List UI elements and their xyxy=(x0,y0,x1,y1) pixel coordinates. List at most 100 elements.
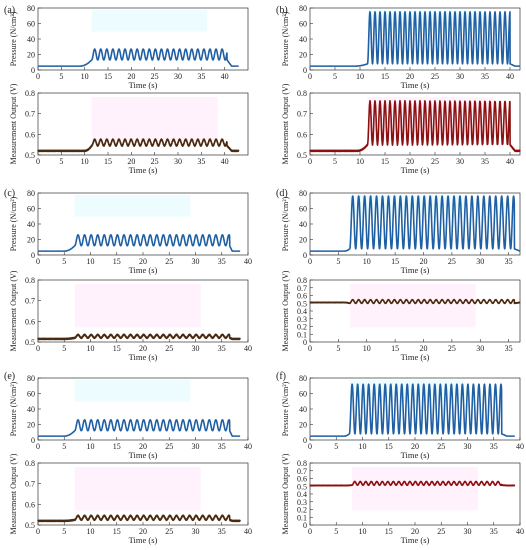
x-tick-label: 35 xyxy=(490,527,498,536)
x-tick-label: 25 xyxy=(151,157,159,166)
y-tick-label: 0.5 xyxy=(25,338,35,347)
x-tick-label: 0 xyxy=(36,442,40,451)
panel-label-d: (d) xyxy=(276,188,288,199)
x-tick-label: 15 xyxy=(391,257,399,266)
x-tick-label: 10 xyxy=(87,527,95,536)
chart-a-pressure: 0 5 10 15 20 25 30 35 40 0 20 40 60 80 Time (s) Pressur… xyxy=(9,4,249,90)
chart-e-pressure: 0 5 10 15 20 25 30 35 40 0 20 40 60 80 Time (s) Pressur… xyxy=(9,374,252,460)
x-tick-label: 35 xyxy=(197,157,205,166)
x-tick-label: 20 xyxy=(139,527,147,536)
x-tick-label: 20 xyxy=(411,442,419,451)
x-tick-label: 10 xyxy=(359,527,367,536)
y-tick-label: 0.2 xyxy=(297,323,307,332)
y-tick-label: 0 xyxy=(31,251,35,260)
ghost-band xyxy=(74,467,201,511)
x-tick-label: 25 xyxy=(165,527,173,536)
x-tick-label: 40 xyxy=(516,442,524,451)
x-tick-label: 10 xyxy=(356,72,364,81)
chart-a-measurement: 0 5 10 15 20 25 30 35 40 0.5 0.6 0.7 0.8 Time (s) Meas… xyxy=(9,83,249,175)
plot-area: 0 5 10 15 20 25 30 35 40 0 20 40 60 80 Time (s) Pressur… xyxy=(9,4,524,545)
series-line xyxy=(37,48,240,67)
y-tick-label: 0.4 xyxy=(297,307,307,316)
y-tick-label: 0.5 xyxy=(297,299,307,308)
y-tick-label: 60 xyxy=(299,205,307,214)
x-tick-label: 15 xyxy=(381,72,389,81)
y-tick-label: 60 xyxy=(27,205,35,214)
x-tick-label: 35 xyxy=(505,344,513,353)
y-tick-label: 0.1 xyxy=(297,330,307,339)
x-tick-label: 35 xyxy=(505,257,513,266)
x-tick-label: 40 xyxy=(244,527,252,536)
y-tick-label: 40 xyxy=(299,405,307,414)
y-tick-label: 40 xyxy=(27,35,35,44)
x-tick-label: 20 xyxy=(127,72,135,81)
x-tick-label: 40 xyxy=(506,72,514,81)
y-tick-label: 60 xyxy=(27,20,35,29)
y-tick-label: 0.8 xyxy=(25,276,35,285)
y-axis-label: Measurement Output (V) xyxy=(281,83,290,164)
x-tick-label: 25 xyxy=(151,72,159,81)
x-tick-label: 30 xyxy=(476,344,484,353)
x-tick-label: 30 xyxy=(476,257,484,266)
x-tick-label: 10 xyxy=(359,442,367,451)
x-tick-label: 0 xyxy=(36,72,40,81)
series-line xyxy=(309,298,521,305)
x-tick-label: 20 xyxy=(139,257,147,266)
x-tick-label: 5 xyxy=(336,257,340,266)
x-tick-label: 30 xyxy=(192,257,200,266)
ghost-band xyxy=(352,467,478,511)
x-tick-label: 5 xyxy=(62,257,66,266)
y-tick-label: 0.7 xyxy=(297,110,307,119)
y-tick-label: 0.6 xyxy=(297,292,307,301)
panel-label-f: (f) xyxy=(276,371,286,382)
y-axis-label: Measurement Output (V) xyxy=(281,453,290,534)
chart-c-pressure: 0 5 10 15 20 25 30 35 40 0 20 40 60 80 Time (s) Pressur… xyxy=(9,189,252,275)
y-tick-label: 0.6 xyxy=(297,475,307,484)
y-axis-label: Pressure (N/cm²) xyxy=(281,196,290,251)
x-axis-label: Time (s) xyxy=(401,352,430,362)
axes-frame xyxy=(309,92,521,156)
x-axis-label: Time (s) xyxy=(401,535,430,545)
y-tick-label: 0.1 xyxy=(297,513,307,522)
x-tick-label: 0 xyxy=(36,527,40,536)
x-tick-label: 0 xyxy=(308,527,312,536)
chart-b-measurement: 0 5 10 15 20 25 30 35 40 0.5 0.6 0.7 0.8 Time (s) Meas… xyxy=(281,83,521,175)
y-tick-label: 0.7 xyxy=(297,284,307,293)
series-line xyxy=(309,480,516,487)
x-tick-label: 5 xyxy=(334,442,338,451)
x-tick-label: 20 xyxy=(406,72,414,81)
x-axis-label: Time (s) xyxy=(129,352,158,362)
x-axis-label: Time (s) xyxy=(129,535,158,545)
x-tick-label: 30 xyxy=(192,344,200,353)
x-tick-label: 15 xyxy=(104,72,112,81)
x-tick-label: 15 xyxy=(113,527,121,536)
y-tick-label: 60 xyxy=(299,390,307,399)
x-tick-label: 40 xyxy=(244,344,252,353)
chart-d-pressure: 0 5 10 15 20 25 30 35 0 20 40 60 80 Time (s) Pressure … xyxy=(281,189,521,275)
x-tick-label: 15 xyxy=(113,442,121,451)
x-tick-label: 15 xyxy=(113,257,121,266)
y-tick-label: 80 xyxy=(27,4,35,13)
x-tick-label: 10 xyxy=(87,257,95,266)
x-tick-label: 25 xyxy=(437,442,445,451)
chart-f-pressure: 0 5 10 15 20 25 30 35 40 0 20 40 60 80 Time (s) Pressur… xyxy=(281,374,524,460)
x-tick-label: 10 xyxy=(87,344,95,353)
x-tick-label: 40 xyxy=(221,157,229,166)
y-tick-label: 80 xyxy=(299,4,307,13)
x-tick-label: 10 xyxy=(87,442,95,451)
x-tick-label: 20 xyxy=(420,344,428,353)
x-axis-label: Time (s) xyxy=(129,80,158,90)
x-tick-label: 25 xyxy=(165,257,173,266)
x-tick-label: 0 xyxy=(36,257,40,266)
panel-label-b: (b) xyxy=(276,5,288,16)
x-tick-label: 0 xyxy=(36,157,40,166)
x-tick-label: 30 xyxy=(464,442,472,451)
y-axis-label: Measurement Output (V) xyxy=(281,270,290,351)
series-line xyxy=(309,383,516,437)
x-tick-label: 20 xyxy=(139,344,147,353)
x-tick-label: 15 xyxy=(104,157,112,166)
ghost-band xyxy=(349,284,476,328)
x-tick-label: 35 xyxy=(197,72,205,81)
series-line xyxy=(309,11,521,67)
